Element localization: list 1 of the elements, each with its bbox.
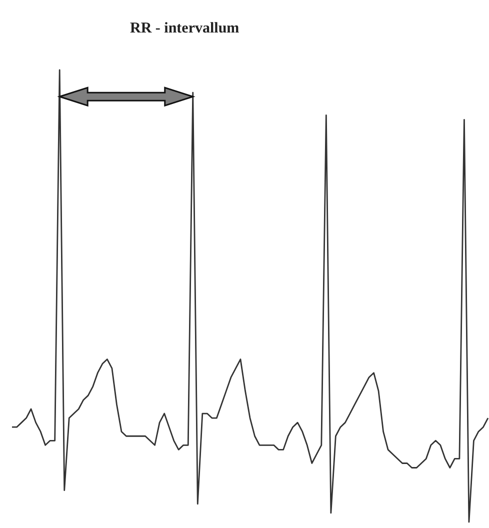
chart-title: RR - intervallum: [130, 20, 240, 36]
